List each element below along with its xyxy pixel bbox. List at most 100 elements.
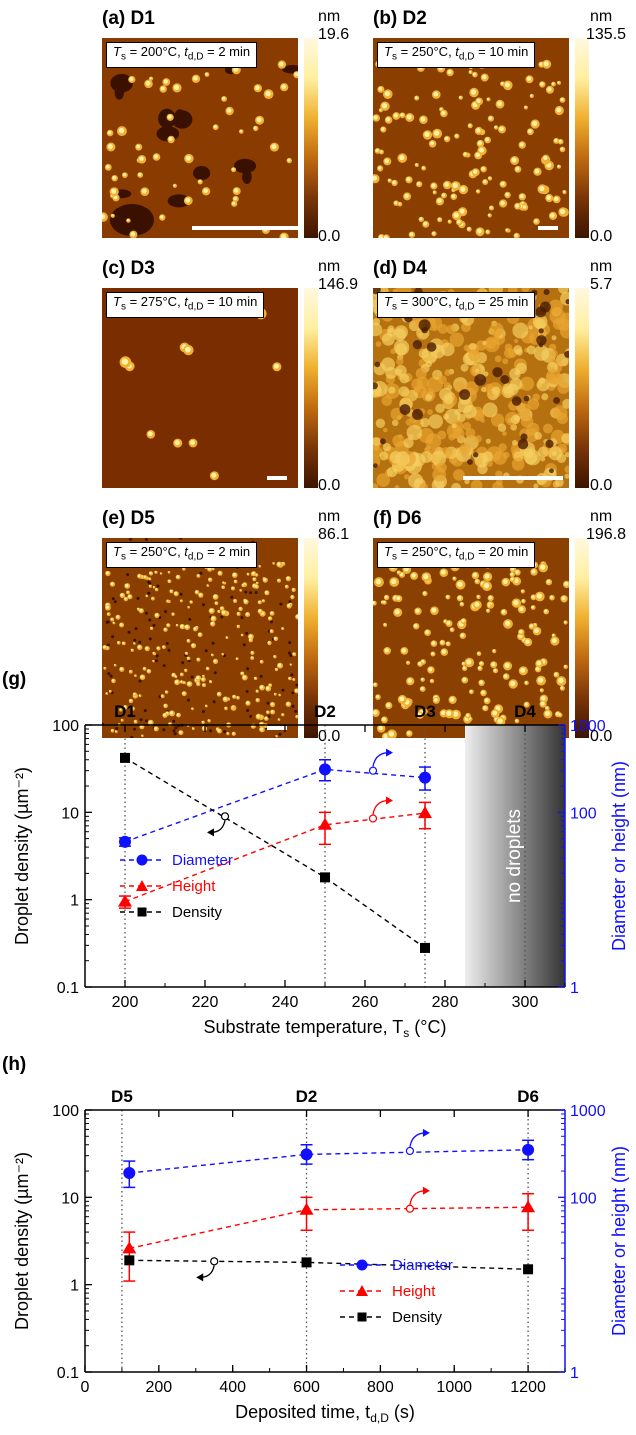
legend-marker [136,880,148,891]
data-point-height [122,1241,137,1254]
y2-axis-label: Diameter or height (nm) [609,1146,629,1336]
data-point-density [301,1257,312,1268]
afm-image-d2: Ts = 250°C, td,D = 10 min [373,38,569,238]
y2-tick-label: 100 [570,1190,597,1207]
y2-tick-label: 100 [570,805,597,822]
data-point-diameter [300,1148,313,1161]
data-point-height [299,1202,314,1215]
axis-indicator-head [386,796,393,805]
condition-label: Ts = 250°C, td,D = 2 min [106,542,258,568]
legend-entry-diameter: Diameter [172,852,233,869]
colorbar-max: 196.8 [586,526,627,543]
panel-label: (g) [2,669,26,690]
data-point-height [521,1200,536,1213]
afm-image-d5: Ts = 250°C, td,D = 2 min [102,538,298,738]
axis-indicator-head [386,748,393,757]
scale-bar [192,226,298,230]
condition-label: Ts = 300°C, td,D = 25 min [377,292,536,318]
chart-h: (h) D5 D2 D6 0 200 400 600 800 1000 1200 0.1 1 10 100 1… [2,1054,629,1425]
x-tick-label: 280 [432,994,459,1011]
axis-indicator-ring [210,1257,219,1266]
panel-label-d3: (c) D3 [102,258,155,279]
x-tick-label: 1000 [436,1379,472,1396]
x-axis-label: Substrate temperature, Ts (°C) [204,1017,447,1040]
y2-tick-label: 1000 [570,718,606,735]
y2-tick-label: 1000 [570,1103,606,1120]
colorbar-max: 5.7 [590,276,613,293]
no-droplets-text: no droplets [504,809,525,903]
condition-label: Ts = 250°C, td,D = 20 min [377,542,536,568]
colorbar-min: 0.0 [590,477,613,494]
sample-label-d2: D2 [314,702,336,721]
sample-label-d1: D1 [114,702,136,721]
panel-label: (h) [2,1054,26,1075]
y-tick-label: 1 [70,893,79,910]
colorbar [575,38,589,238]
axis-indicator-ring [368,766,378,775]
condition-label: Ts = 200°C, td,D = 2 min [106,42,258,68]
y-axis-label: Droplet density (µm⁻²) [12,1152,32,1330]
afm-image-d3: Ts = 275°C, td,D = 10 min [102,288,298,488]
colorbar [304,538,318,738]
x-tick-label: 240 [272,994,299,1011]
afm-image-d1: Ts = 200°C, td,D = 2 min [102,38,298,238]
series-line-density [124,757,426,949]
legend-marker [137,907,147,917]
colorbar-max: 146.9 [318,276,359,293]
colorbar-min: 0.0 [590,228,613,245]
sample-label-d5: D5 [111,1087,133,1106]
legend-entry-diameter: Diameter [392,1257,453,1274]
scale-bar [538,226,558,230]
y2-tick-label: 1 [570,980,579,997]
x-tick-label: 800 [367,1379,394,1396]
legend-entry-density: Density [392,1309,443,1326]
colorbar-max: 135.5 [586,26,627,43]
colorbar-max: 86.1 [318,526,350,543]
colorbar-min: 0.0 [318,728,341,745]
y-tick-label: 100 [52,718,79,735]
sample-label-d2: D2 [296,1087,318,1106]
sample-label-d6: D6 [517,1087,539,1106]
axis-indicator-ring [368,814,378,823]
x-tick-label: 200 [112,994,139,1011]
colorbar [304,38,318,238]
series-line-diameter [129,1149,529,1174]
series-line-height [124,812,426,903]
data-point-diameter [522,1143,535,1156]
x-tick-label: 0 [81,1379,90,1396]
colorbar-unit: nm [318,258,341,275]
axis-indicator-head [422,1186,430,1195]
scale-bar [267,726,287,730]
panel-label-d4: (d) D4 [373,258,427,279]
data-point-density [124,1255,135,1266]
axis-indicator-ring [220,812,230,821]
panel-label-d5: (e) D5 [102,508,155,529]
data-point-diameter [319,763,331,776]
series-line-diameter [124,768,426,843]
colorbar [575,538,589,738]
data-point-height [318,817,332,830]
colorbar-unit: nm [318,508,341,525]
colorbar [304,288,318,488]
y-tick-label: 10 [61,1190,79,1207]
condition-label: Ts = 275°C, td,D = 10 min [106,292,265,318]
data-point-diameter [419,771,431,784]
scale-bar [463,476,563,480]
afm-image-d4: Ts = 300°C, td,D = 25 min [373,288,569,488]
no-droplets-region [465,725,565,987]
legend-entry-height: Height [392,1283,436,1300]
sample-label-d3: D3 [414,702,436,721]
y2-axis-label: Diameter or height (nm) [609,761,629,951]
legend-entry-density: Density [172,904,223,921]
colorbar-unit: nm [590,8,613,25]
x-tick-label: 260 [352,994,379,1011]
data-point-diameter [119,835,131,848]
x-tick-label: 300 [512,994,539,1011]
data-point-density [120,752,130,763]
colorbar-min: 0.0 [318,228,341,245]
scale-bar [267,476,287,480]
colorbar-min: 0.0 [590,728,613,745]
series-line-density [129,1259,529,1270]
x-tick-label: 220 [192,994,219,1011]
x-tick-label: 200 [145,1379,172,1396]
